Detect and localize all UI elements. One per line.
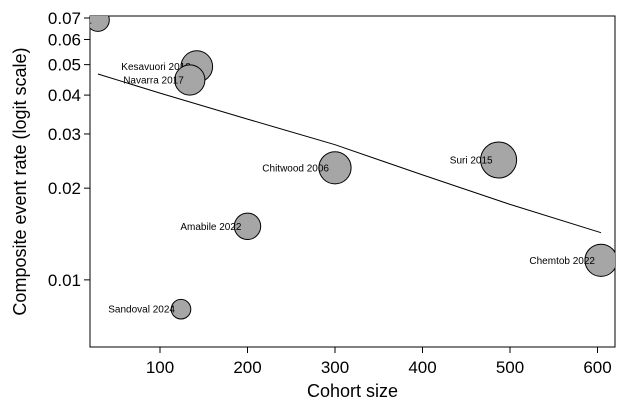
fit-curve-group <box>97 73 602 234</box>
x-tick-label: 600 <box>583 358 611 377</box>
x-tick-label: 300 <box>321 358 349 377</box>
point-label: 21 <box>81 16 93 27</box>
plot-frame <box>89 15 616 348</box>
point-label: Kesavuori 2018 <box>121 62 191 73</box>
y-tick-label: 0.06 <box>48 30 81 49</box>
x-tick-label: 400 <box>408 358 436 377</box>
y-tick-label: 0.02 <box>48 179 81 198</box>
data-point <box>90 16 110 32</box>
data-point <box>480 141 518 179</box>
fit-curve <box>97 73 602 234</box>
data-point <box>318 151 352 185</box>
data-point <box>174 64 206 96</box>
x-axis-title: Cohort size <box>307 381 398 401</box>
point-label: Chemtob 2022 <box>529 256 595 267</box>
y-tick-label: 0.05 <box>48 56 81 75</box>
point-label: Chitwood 2006 <box>262 163 329 174</box>
data-point <box>233 212 262 241</box>
point-label: Sandoval 2024 <box>108 305 175 316</box>
point-label: Suri 2015 <box>450 156 493 167</box>
data-point <box>170 298 192 320</box>
point-label: Navarra 2017 <box>123 76 184 87</box>
x-tick-label: 500 <box>496 358 524 377</box>
x-tick-label: 200 <box>233 358 261 377</box>
point-label: Amabile 2022 <box>180 222 242 233</box>
y-tick-label: 0.01 <box>48 271 81 290</box>
chart-axes: 100 200 300 400 500 600 0.01 0.02 0.03 0.04 0.05 0.… <box>48 9 616 377</box>
y-tick-label: 0.07 <box>48 9 81 28</box>
data-point <box>584 243 615 277</box>
y-tick-label: 0.04 <box>48 86 81 105</box>
data-points: 21 Kesavuori 2018 Navarra 2017 Chitwood 200… <box>81 16 615 320</box>
y-tick-label: 0.03 <box>48 125 81 144</box>
x-tick-label: 100 <box>146 358 174 377</box>
y-axis-title: Composite event rate (logit scale) <box>10 47 30 315</box>
